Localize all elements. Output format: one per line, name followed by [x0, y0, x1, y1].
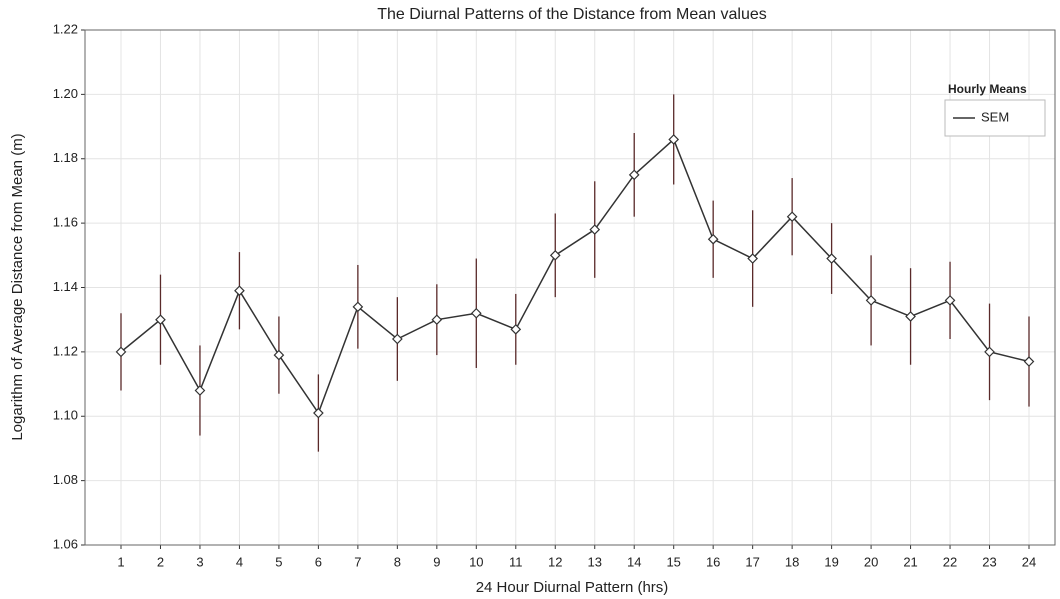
x-tick-label: 7 — [354, 554, 361, 569]
data-point — [589, 224, 601, 235]
x-tick-label: 20 — [864, 554, 878, 569]
data-point — [984, 346, 995, 358]
data-point — [431, 314, 443, 326]
data-point — [155, 314, 166, 326]
data-point — [786, 211, 798, 223]
data-point — [628, 169, 640, 181]
x-tick-label: 4 — [236, 554, 243, 569]
y-tick-label: 1.22 — [53, 21, 78, 36]
data-point — [865, 295, 877, 306]
data-point — [352, 301, 364, 313]
y-tick-label: 1.16 — [53, 215, 78, 230]
x-axis-label: 24 Hour Diurnal Pattern (hrs) — [476, 579, 669, 596]
data-point — [391, 333, 403, 345]
data-point — [549, 249, 561, 261]
data-point — [747, 253, 759, 264]
y-tick-label: 1.18 — [53, 150, 78, 165]
data-point — [944, 295, 956, 306]
data-point — [668, 134, 680, 145]
x-tick-label: 13 — [588, 554, 602, 569]
data-point — [1023, 356, 1035, 367]
y-tick-label: 1.12 — [53, 343, 78, 358]
y-tick-label: 1.20 — [53, 86, 78, 101]
x-tick-label: 23 — [982, 554, 996, 569]
data-point — [510, 323, 522, 335]
y-tick-label: 1.06 — [53, 536, 78, 551]
x-tick-label: 9 — [433, 554, 440, 569]
x-tick-label: 24 — [1022, 554, 1036, 569]
y-axis-label: Logarithm of Average Distance from Mean … — [9, 133, 26, 440]
x-tick-label: 6 — [315, 554, 322, 569]
x-tick-label: 12 — [548, 554, 562, 569]
y-tick-label: 1.14 — [53, 279, 78, 294]
x-tick-label: 15 — [666, 554, 680, 569]
x-tick-label: 19 — [824, 554, 838, 569]
legend-label: SEM — [981, 109, 1009, 124]
x-tick-label: 3 — [196, 554, 203, 569]
x-tick-label: 17 — [745, 554, 759, 569]
data-point — [826, 253, 837, 264]
x-tick-label: 18 — [785, 554, 799, 569]
x-tick-label: 2 — [157, 554, 164, 569]
x-tick-label: 11 — [509, 554, 523, 569]
data-point — [313, 407, 324, 419]
x-tick-label: 22 — [943, 554, 957, 569]
x-tick-label: 16 — [706, 554, 720, 569]
x-tick-label: 8 — [394, 554, 401, 569]
data-point — [707, 233, 719, 245]
data-point — [273, 349, 285, 361]
data-point — [905, 311, 916, 322]
data-line — [120, 138, 1030, 415]
x-tick-label: 10 — [469, 554, 483, 569]
y-tick-label: 1.10 — [53, 408, 78, 423]
x-tick-label: 5 — [275, 554, 282, 569]
data-point — [470, 307, 482, 319]
x-tick-label: 14 — [627, 554, 641, 569]
data-point — [234, 285, 245, 297]
plot-frame — [84, 29, 1056, 546]
chart-title: The Diurnal Patterns of the Distance fro… — [377, 6, 767, 23]
data-point — [194, 385, 206, 396]
data-point — [115, 346, 127, 358]
x-tick-label: 21 — [903, 554, 917, 569]
x-tick-label: 1 — [117, 554, 124, 569]
y-tick-label: 1.08 — [53, 472, 78, 487]
legend-title: Hourly Means — [948, 82, 1027, 96]
